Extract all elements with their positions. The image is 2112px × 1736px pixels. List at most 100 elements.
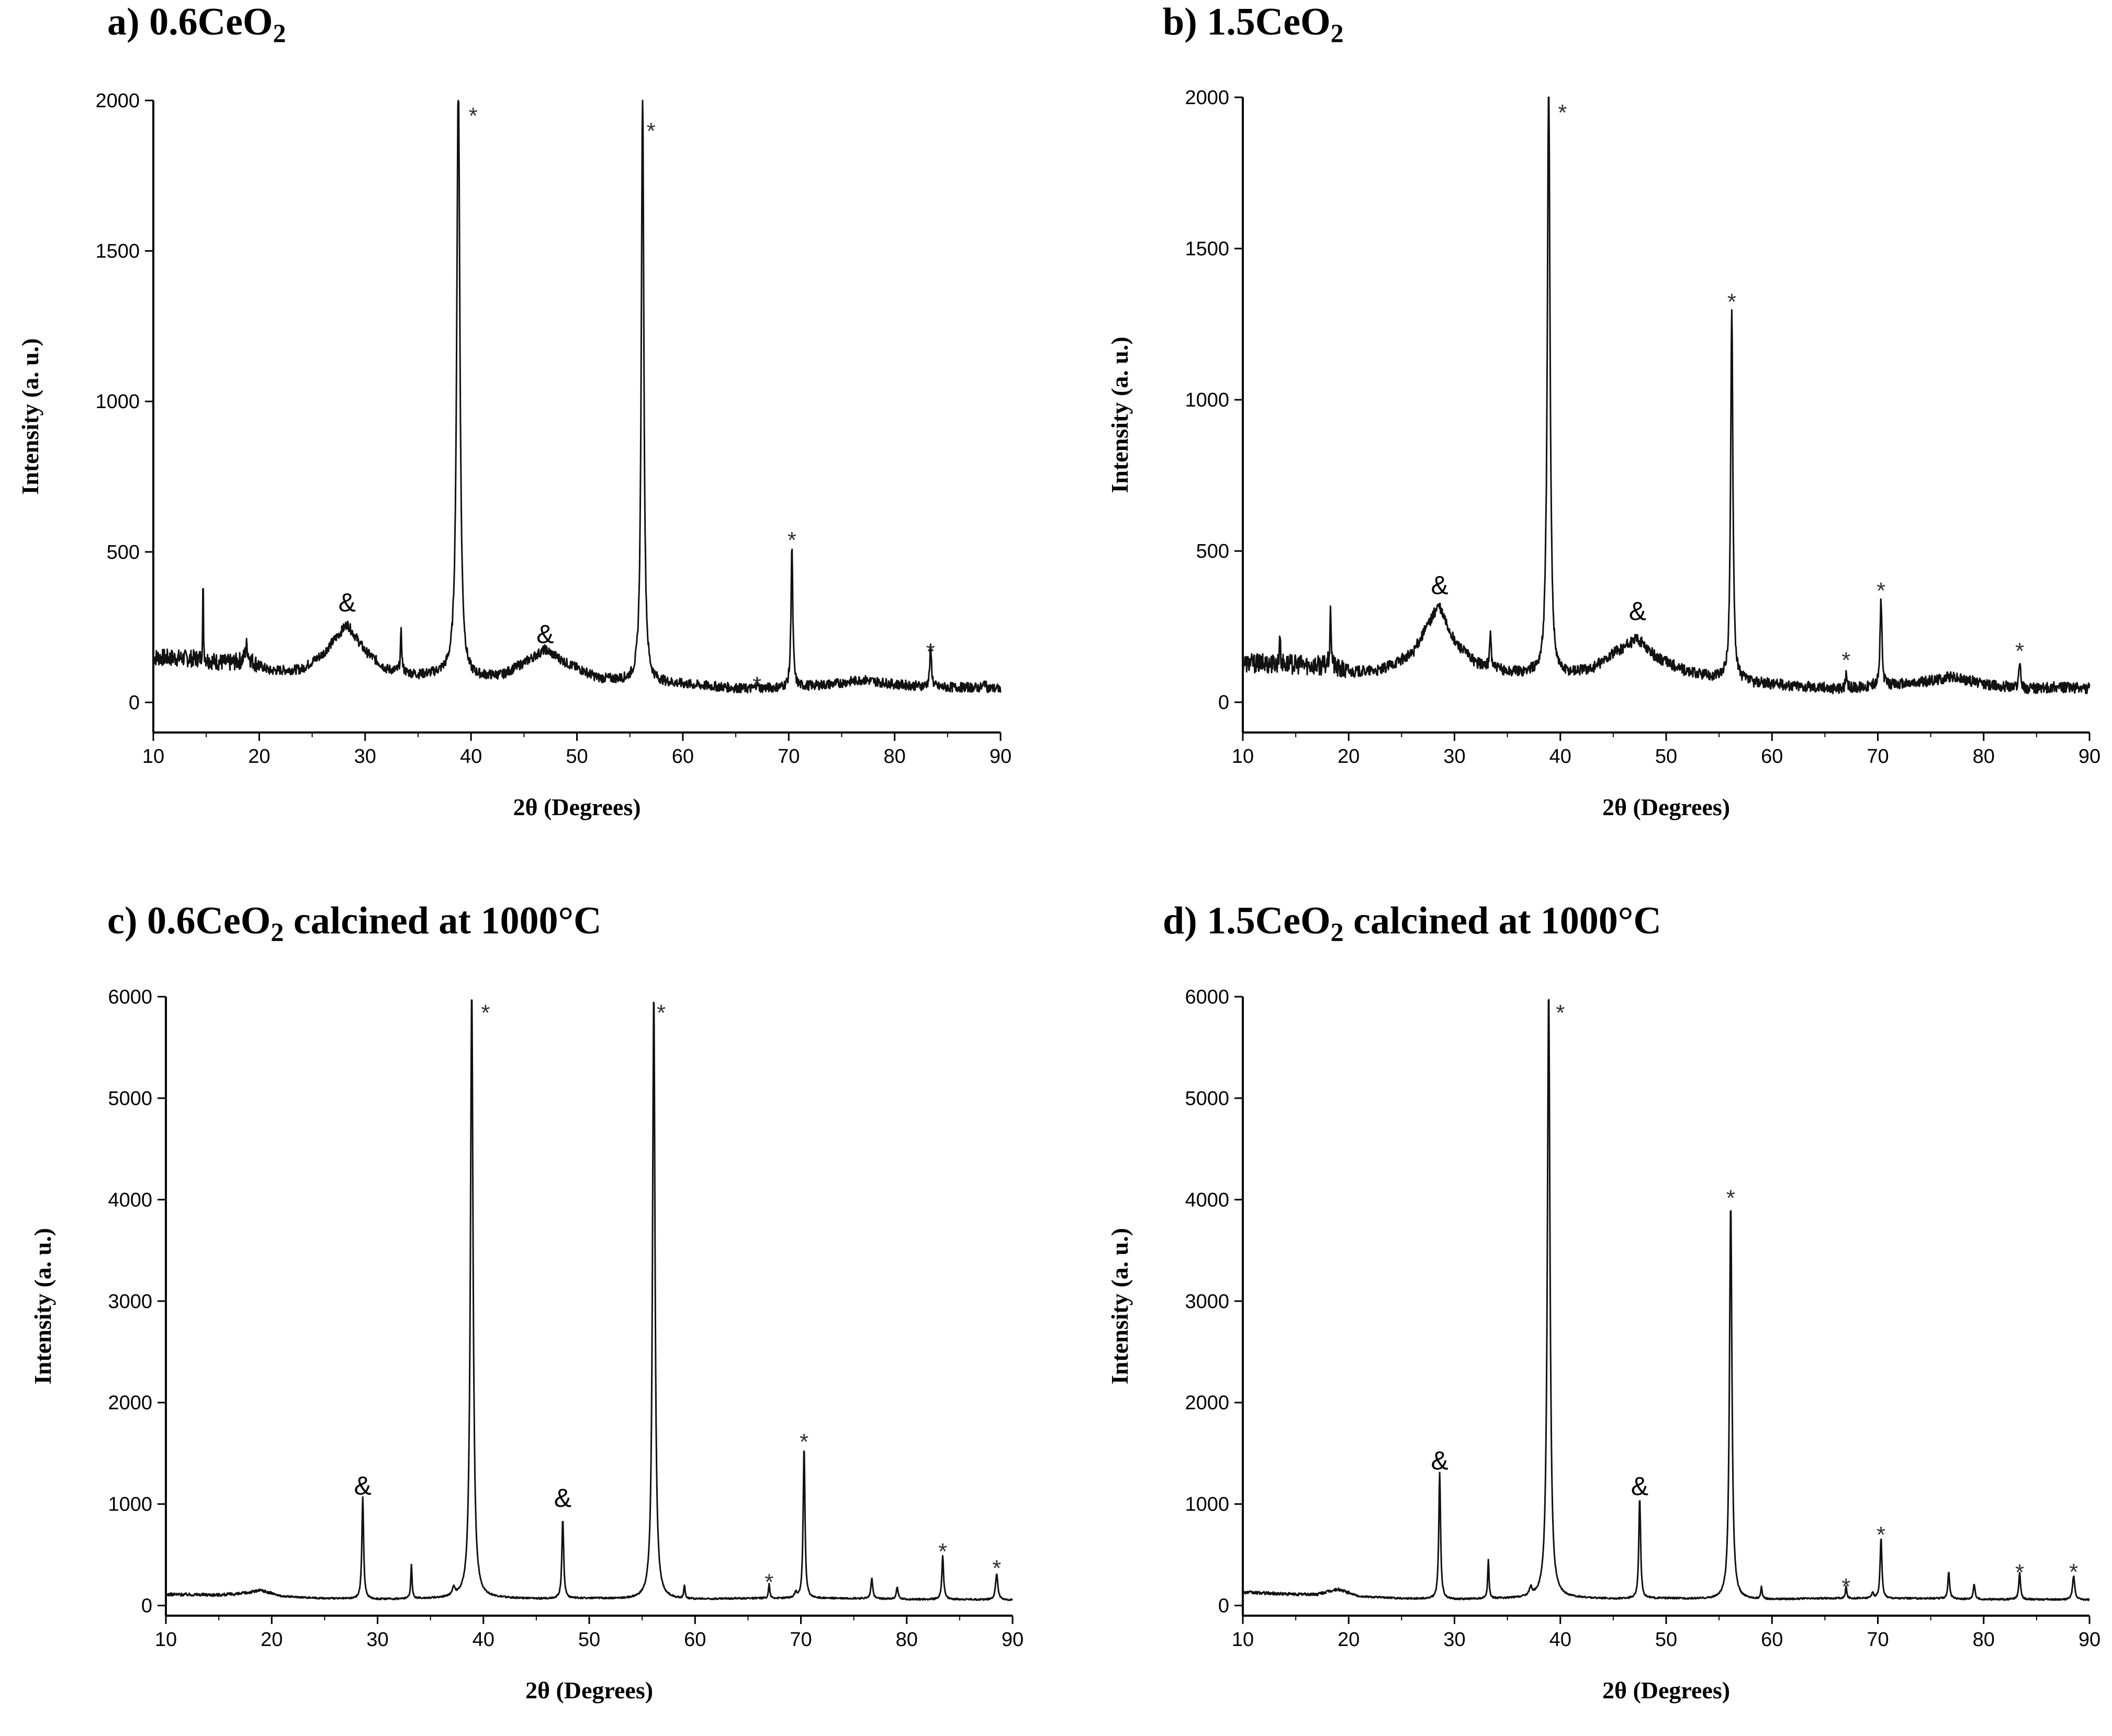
star-peak-marker: * — [752, 672, 761, 697]
y-axis-label: Intensity (a. u.) — [17, 338, 43, 494]
star-peak-marker: * — [2015, 1560, 2024, 1585]
x-tick-label: 20 — [1338, 1629, 1360, 1651]
star-peak-marker: * — [788, 527, 796, 553]
amp-peak-marker: & — [1629, 596, 1646, 626]
y-tick-label: 1500 — [1185, 238, 1229, 260]
x-tick-label: 50 — [566, 746, 588, 768]
panel-d-title: d) 1.5CeO2 calcined at 1000°C — [1163, 899, 1661, 946]
y-tick-label: 1000 — [1185, 1494, 1229, 1516]
x-axis-label: 2θ (Degrees) — [1602, 1677, 1730, 1704]
x-tick-label: 30 — [1443, 1629, 1465, 1651]
star-peak-marker: * — [1841, 1574, 1850, 1599]
y-tick-label: 2000 — [1185, 87, 1229, 109]
star-peak-marker: * — [800, 1429, 808, 1455]
x-axis-label: 2θ (Degrees) — [1602, 794, 1730, 820]
star-peak-marker: * — [657, 1000, 666, 1025]
star-peak-marker: * — [481, 1000, 490, 1025]
x-tick-label: 10 — [1232, 746, 1254, 768]
panel-c-chart: 10 20 30 40 50 60 70 80 90 0 1000 2000 3000 4000 5000 6… — [29, 986, 1024, 1704]
x-tick-label: 90 — [1002, 1629, 1024, 1651]
x-tick-label: 20 — [261, 1629, 283, 1651]
star-peak-marker: * — [647, 118, 656, 144]
y-tick-label: 2000 — [95, 90, 140, 112]
x-tick-label: 50 — [1655, 1629, 1677, 1651]
star-peak-marker: * — [1877, 1522, 1885, 1548]
x-tick-label: 10 — [155, 1629, 177, 1651]
x-tick-label: 90 — [2079, 746, 2100, 768]
x-tick-label: 70 — [1867, 746, 1889, 768]
y-tick-label: 1500 — [95, 241, 140, 263]
y-tick-label: 3000 — [108, 1291, 152, 1313]
x-tick-label: 90 — [2079, 1629, 2100, 1651]
y-tick-label: 6000 — [108, 986, 152, 1008]
panel-c-title: c) 0.6CeO2 calcined at 1000°C — [107, 899, 602, 946]
amp-peak-marker: & — [1431, 571, 1448, 600]
x-tick-label: 60 — [1761, 746, 1783, 768]
y-tick-label: 1000 — [1185, 389, 1229, 411]
amp-peak-marker: & — [536, 619, 554, 649]
x-tick-label: 50 — [1655, 746, 1677, 768]
x-tick-label: 20 — [248, 746, 270, 768]
y-tick-label: 2000 — [1185, 1392, 1229, 1414]
x-tick-label: 60 — [684, 1629, 706, 1651]
panel-b-title: b) 1.5CeO2 — [1163, 1, 1344, 48]
amp-peak-marker: & — [1631, 1472, 1648, 1501]
y-axis-label: Intensity (a. u.) — [1106, 336, 1133, 493]
amp-peak-marker: & — [339, 588, 356, 617]
y-axis-label: Intensity (a. u.) — [1106, 1228, 1133, 1384]
panel-a-chart: 10 20 30 40 50 60 70 80 90 0 500 1000 1500 2000 2θ (De… — [17, 90, 1012, 820]
amp-peak-marker: & — [354, 1471, 372, 1501]
xrd-trace — [1242, 96, 2091, 695]
star-peak-marker: * — [1841, 648, 1850, 673]
y-tick-label: 0 — [1218, 692, 1229, 714]
star-peak-marker: * — [1558, 100, 1567, 126]
star-peak-marker: * — [1727, 289, 1736, 315]
star-peak-marker: * — [1726, 1185, 1735, 1211]
x-axis-label: 2θ (Degrees) — [513, 794, 641, 820]
y-tick-label: 5000 — [108, 1088, 152, 1110]
xrd-trace — [152, 99, 1002, 694]
x-tick-label: 40 — [1549, 746, 1571, 768]
x-tick-label: 70 — [790, 1629, 812, 1651]
amp-peak-marker: & — [1431, 1446, 1448, 1475]
x-tick-label: 60 — [1761, 1629, 1783, 1651]
star-peak-marker: * — [1877, 578, 1885, 604]
star-peak-marker: * — [938, 1539, 947, 1564]
y-tick-label: 0 — [1218, 1595, 1229, 1617]
star-peak-marker: * — [1556, 1000, 1565, 1025]
x-tick-label: 70 — [1867, 1629, 1889, 1651]
y-tick-label: 0 — [141, 1595, 152, 1617]
star-peak-marker: * — [926, 639, 935, 664]
star-peak-marker: * — [2069, 1559, 2078, 1585]
x-tick-label: 40 — [460, 746, 482, 768]
x-tick-label: 80 — [883, 746, 905, 768]
star-peak-marker: * — [469, 103, 478, 129]
y-tick-label: 0 — [129, 692, 140, 714]
star-peak-marker: * — [765, 1569, 773, 1595]
x-tick-label: 30 — [366, 1629, 388, 1651]
x-tick-label: 80 — [1973, 1629, 1995, 1651]
x-tick-label: 90 — [990, 746, 1012, 768]
y-tick-label: 1000 — [108, 1494, 152, 1516]
panel-a-title: a) 0.6CeO2 — [107, 1, 286, 48]
y-axis-label: Intensity (a. u.) — [29, 1228, 56, 1384]
y-tick-label: 500 — [1196, 540, 1229, 562]
x-tick-label: 30 — [1443, 746, 1465, 768]
x-tick-label: 40 — [473, 1629, 495, 1651]
y-tick-label: 2000 — [108, 1392, 152, 1414]
y-tick-label: 4000 — [108, 1189, 152, 1211]
x-tick-label: 40 — [1549, 1629, 1571, 1651]
star-peak-marker: * — [992, 1555, 1001, 1581]
y-tick-label: 6000 — [1185, 986, 1229, 1008]
panel-b-chart: 10 20 30 40 50 60 70 80 90 0 500 1000 1500 2000 2θ (De… — [1106, 87, 2100, 820]
x-tick-label: 30 — [354, 746, 376, 768]
star-peak-marker: * — [2015, 638, 2024, 664]
xrd-trace — [165, 999, 1013, 1602]
x-axis-label: 2θ (Degrees) — [525, 1677, 653, 1704]
amp-peak-marker: & — [554, 1483, 571, 1513]
y-tick-label: 1000 — [95, 391, 140, 413]
x-tick-label: 10 — [142, 746, 164, 768]
y-tick-label: 4000 — [1185, 1189, 1229, 1211]
xrd-trace — [1242, 999, 2090, 1602]
